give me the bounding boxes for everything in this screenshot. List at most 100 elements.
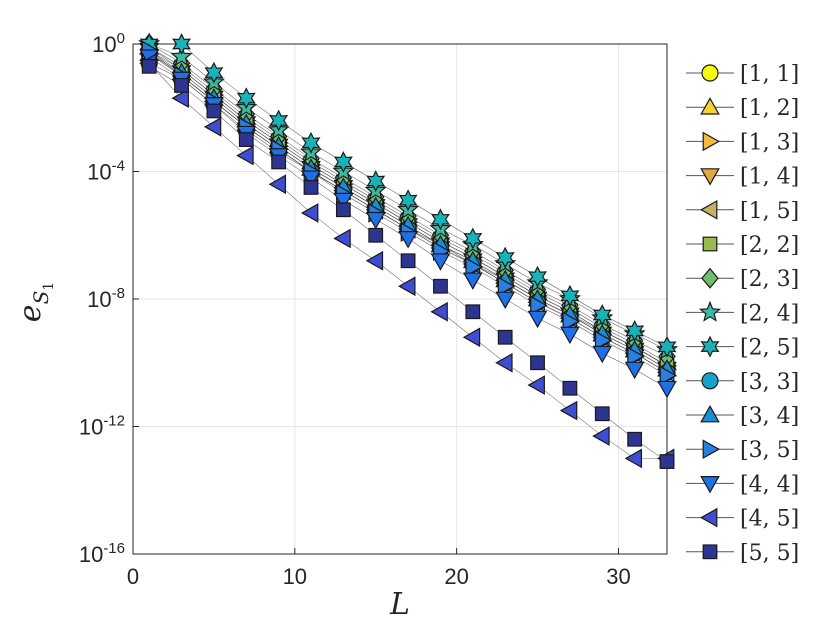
series-markers (138, 32, 679, 469)
series-lines (148, 43, 668, 462)
data-point-4-5 (559, 400, 578, 421)
data-point-3-5 (562, 311, 580, 332)
legend-label-2-3: [2, 3] (740, 267, 799, 292)
data-point-5-5 (335, 202, 351, 218)
legend-label-1-2: [1, 2] (740, 96, 799, 121)
y-tick-label: 100 (92, 30, 125, 57)
data-point-4-4 (301, 170, 321, 188)
data-point-4-5 (268, 174, 287, 195)
data-point-5-5 (594, 406, 610, 422)
legend-label-5-5: [5, 5] (740, 541, 799, 566)
legend-marker-2-5 (700, 335, 720, 358)
data-point-4-5 (398, 276, 416, 297)
y-axis-label-sub: S (29, 291, 53, 305)
data-point-4-5 (365, 250, 384, 271)
x-axis-label: L (389, 587, 410, 622)
data-point-5-5 (303, 180, 319, 195)
legend-marker-3-3 (701, 372, 719, 390)
legend-label-1-3: [1, 3] (740, 130, 799, 155)
y-axis-label-base: e (13, 304, 48, 322)
data-point-2-5 (366, 170, 386, 192)
y-axis-label-subsub: 1 (41, 282, 57, 291)
legend-marker-1-5 (699, 199, 718, 220)
legend-marker-2-2 (702, 236, 718, 252)
x-tick-label: 30 (606, 564, 630, 589)
data-point-2-5 (528, 265, 548, 288)
data-point-4-4 (624, 361, 645, 380)
data-point-5-5 (497, 329, 513, 345)
legend-label-2-5: [2, 5] (740, 336, 799, 361)
data-point-4-4 (560, 326, 580, 345)
legend-marker-1-1 (701, 64, 719, 82)
data-point-2-5 (333, 151, 353, 173)
data-point-5-5 (400, 253, 416, 269)
legend-label-4-4: [4, 4] (740, 472, 799, 497)
data-point-4-5 (236, 145, 254, 166)
legend: [1, 1] [1, 2] [1, 3] [1, 4] [1, 5] [2, 2] [2, … (686, 62, 799, 566)
data-point-5-5 (465, 304, 481, 320)
data-point-4-4 (333, 192, 354, 211)
y-tick-label: 10-8 (87, 285, 125, 312)
data-point-5-5 (433, 278, 448, 294)
y-tick-label: 10-16 (79, 540, 125, 567)
data-point-2-5 (301, 131, 321, 154)
legend-label-2-2: [2, 2] (740, 233, 799, 258)
legend-marker-1-2 (700, 97, 720, 115)
data-point-2-5 (398, 189, 418, 212)
y-tick-label: 10-12 (79, 413, 125, 440)
data-point-2-4 (170, 45, 193, 67)
data-point-4-4 (592, 345, 613, 364)
data-point-2-5 (430, 208, 450, 231)
data-point-4-4 (527, 310, 548, 329)
data-point-4-5 (300, 203, 319, 223)
data-point-3-5 (497, 276, 516, 297)
legend-label-2-4: [2, 4] (740, 301, 799, 326)
data-point-3-5 (627, 346, 645, 367)
data-point-5-5 (627, 431, 643, 447)
legend-marker-1-4 (700, 168, 720, 186)
legend-marker-3-4 (700, 404, 720, 423)
data-point-4-5 (592, 426, 610, 446)
data-point-4-4 (365, 211, 386, 230)
legend-marker-4-5 (699, 507, 718, 528)
legend-label-3-3: [3, 3] (740, 370, 799, 395)
y-tick-label: 10-4 (87, 158, 125, 185)
legend-marker-4-4 (700, 476, 720, 494)
legend-marker-2-4 (698, 300, 722, 322)
data-point-2-5 (236, 87, 256, 110)
data-point-3-5 (530, 295, 548, 316)
data-point-2-5 (463, 227, 483, 250)
data-point-4-5 (333, 228, 351, 249)
legend-label-4-5: [4, 5] (740, 507, 799, 532)
data-point-2-5 (495, 246, 515, 269)
legend-marker-3-5 (702, 439, 721, 460)
data-point-4-5 (495, 352, 513, 373)
data-point-3-5 (659, 365, 678, 386)
data-point-3-5 (465, 257, 483, 277)
data-point-5-5 (659, 454, 675, 469)
data-point-5-5 (174, 78, 189, 93)
data-point-4-4 (398, 231, 418, 249)
data-point-4-5 (624, 448, 643, 469)
data-point-5-5 (141, 58, 157, 74)
data-point-3-5 (594, 330, 613, 351)
legend-label-3-5: [3, 5] (740, 438, 799, 463)
legend-label-3-4: [3, 4] (740, 404, 799, 429)
data-point-2-5 (204, 61, 224, 84)
data-point-4-4 (430, 253, 451, 271)
legend-label-1-5: [1, 5] (740, 199, 799, 224)
data-point-4-5 (430, 301, 448, 322)
data-point-4-5 (171, 88, 189, 109)
data-point-5-5 (530, 355, 545, 371)
data-point-5-5 (368, 227, 384, 243)
data-point-5-5 (271, 154, 287, 170)
data-point-2-5 (657, 335, 677, 358)
data-point-4-5 (527, 375, 545, 395)
data-point-4-5 (203, 117, 222, 137)
data-point-4-4 (495, 291, 516, 310)
data-point-2-5 (269, 109, 289, 132)
data-point-4-4 (462, 272, 483, 290)
x-tick-label: 20 (444, 564, 468, 589)
data-point-5-5 (562, 380, 578, 396)
